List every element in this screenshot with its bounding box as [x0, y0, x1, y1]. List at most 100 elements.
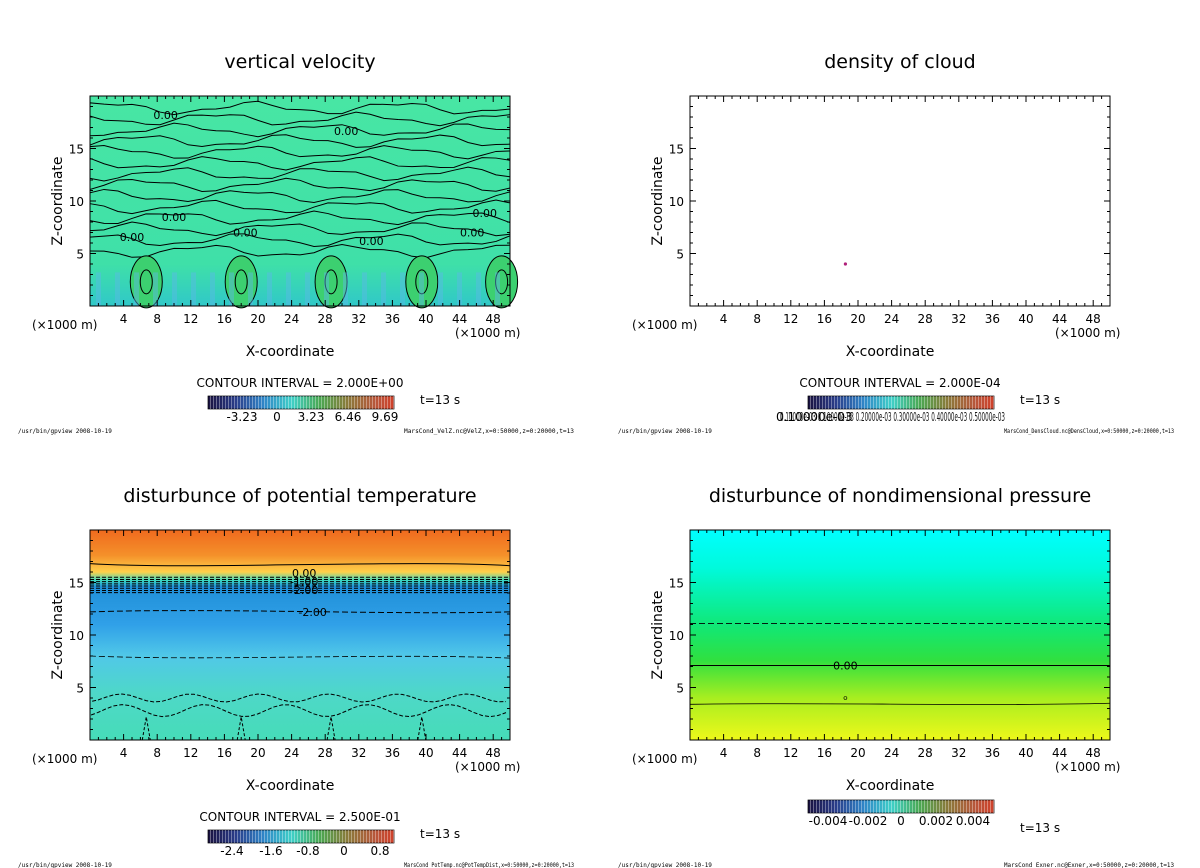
contour-label: 0.00	[334, 125, 359, 138]
x-tick-label: 16	[817, 746, 832, 760]
y-tick-label: 10	[669, 629, 684, 643]
x-tick-label: 8	[153, 746, 161, 760]
x-tick-label: 40	[1018, 746, 1033, 760]
x-unit-label-left: (×1000 m)	[632, 318, 697, 332]
updraft-cell	[314, 255, 348, 309]
y-tick-label: 5	[676, 682, 684, 696]
chart-title: disturbunce of nondimensional pressure	[709, 485, 1091, 507]
footer-left: /usr/bin/gpview 2008-10-19	[18, 862, 112, 868]
time-label: t=13 s	[1020, 393, 1060, 407]
x-tick-label: 48	[486, 312, 501, 326]
contour-label: 0.00	[233, 227, 258, 240]
colorbar-tick-label: -1.6	[259, 844, 282, 858]
contour-interval: CONTOUR INTERVAL = 2.500E-01	[199, 810, 400, 824]
x-tick-label: 4	[720, 312, 728, 326]
contour-label: 0.00	[833, 659, 858, 672]
colorbar-tick-label: -2.4	[220, 844, 243, 858]
contour-label: -1.00	[290, 575, 318, 588]
colorbar-tick-label: 0	[340, 844, 348, 858]
x-tick-label: 36	[985, 312, 1000, 326]
chart-title: disturbunce of potential temperature	[123, 485, 476, 507]
plot-area	[690, 96, 1110, 306]
colorbar-tick-label: 3.23	[298, 410, 325, 424]
x-tick-label: 48	[1086, 312, 1101, 326]
contour-label: -2.00	[298, 606, 326, 619]
contour-label: 0.00	[162, 211, 187, 224]
y-axis-label: Z-coordinate	[650, 590, 666, 679]
updraft-cell	[405, 255, 439, 309]
contour-lines	[689, 623, 1111, 705]
x-tick-label: 20	[250, 746, 265, 760]
contour-label: 0.00	[473, 207, 498, 220]
x-tick-label: 36	[385, 746, 400, 760]
x-tick-label: 44	[1052, 746, 1067, 760]
footer-left: /usr/bin/gpview 2008-10-19	[618, 862, 712, 868]
contour-label: 0.00	[292, 567, 317, 580]
contour-interval: CONTOUR INTERVAL = 2.000E-04	[799, 376, 1000, 390]
contour-label: 0.00	[460, 227, 485, 240]
footer-right: MarsCond_DensCloud.nc@DensCloud,x=0:5000…	[1004, 428, 1174, 435]
time-label: t=13 s	[1020, 821, 1060, 835]
updraft-cell	[485, 255, 519, 309]
x-tick-label: 12	[183, 746, 198, 760]
x-tick-label: 20	[850, 746, 865, 760]
y-tick-label: 10	[69, 195, 84, 209]
y-axis-label: Z-coordinate	[50, 156, 66, 245]
x-tick-label: 16	[817, 312, 832, 326]
contour-label: -2.00	[290, 584, 318, 597]
x-tick-label: 32	[951, 312, 966, 326]
x-unit-label-right: (×1000 m)	[1055, 326, 1120, 340]
panel-3: disturbunce of potential temperature 0.00…	[18, 485, 574, 868]
y-tick-label: 5	[676, 248, 684, 262]
x-unit-label-right: (×1000 m)	[455, 760, 520, 774]
x-tick-label: 28	[318, 746, 333, 760]
x-tick-label: 24	[884, 312, 899, 326]
x-tick-label: 32	[351, 312, 366, 326]
y-tick-label: 5	[76, 682, 84, 696]
x-tick-label: 36	[385, 312, 400, 326]
contour-label: 0.00	[120, 231, 145, 244]
x-axis-label: X-coordinate	[246, 344, 335, 360]
x-tick-label: 24	[884, 746, 899, 760]
panel-4: disturbunce of nondimensional pressure 0.…	[618, 485, 1174, 868]
plot-area	[90, 530, 510, 740]
colorbar-tick-label: 0.10000e-03	[776, 410, 853, 424]
x-unit-label-left: (×1000 m)	[32, 318, 97, 332]
x-tick-label: 12	[783, 746, 798, 760]
x-tick-label: 32	[951, 746, 966, 760]
colorbar-tick-label: 0	[897, 814, 905, 828]
x-tick-label: 32	[351, 746, 366, 760]
y-tick-label: 5	[76, 248, 84, 262]
updraft-cell	[224, 255, 258, 309]
colorbar-tick-label: -0.8	[296, 844, 319, 858]
y-tick-label: 15	[669, 143, 684, 157]
x-axis-label: X-coordinate	[846, 344, 935, 360]
y-tick-label: 10	[669, 195, 684, 209]
time-label: t=13 s	[420, 827, 460, 841]
x-tick-label: 36	[985, 746, 1000, 760]
colorbar-overlap-labels: 0.10000e-03 0.10000e-03 0.20000e-03 0.30…	[780, 410, 1005, 424]
x-tick-label: 8	[753, 746, 761, 760]
x-tick-label: 12	[183, 312, 198, 326]
y-tick-label: 10	[69, 629, 84, 643]
x-tick-label: 44	[452, 312, 467, 326]
chart-title: vertical velocity	[224, 51, 375, 73]
y-axis-label: Z-coordinate	[50, 590, 66, 679]
x-tick-label: 12	[783, 312, 798, 326]
x-tick-label: 4	[120, 312, 128, 326]
chart-title: density of cloud	[824, 51, 976, 73]
time-label: t=13 s	[420, 393, 460, 407]
colorbar-tick-label: 9.69	[372, 410, 399, 424]
x-tick-label: 40	[1018, 312, 1033, 326]
footer-right: MarsCond_VelZ.nc@VelZ,x=0:50000,z=0:2000…	[404, 428, 574, 435]
x-tick-label: 48	[486, 746, 501, 760]
x-tick-label: 24	[284, 312, 299, 326]
plot-area	[690, 530, 1110, 740]
y-tick-label: 15	[69, 143, 84, 157]
x-tick-label: 4	[720, 746, 728, 760]
x-tick-label: 24	[284, 746, 299, 760]
x-tick-label: 16	[217, 312, 232, 326]
footer-left: /usr/bin/gpview 2008-10-19	[618, 428, 712, 435]
x-tick-label: 40	[418, 746, 433, 760]
